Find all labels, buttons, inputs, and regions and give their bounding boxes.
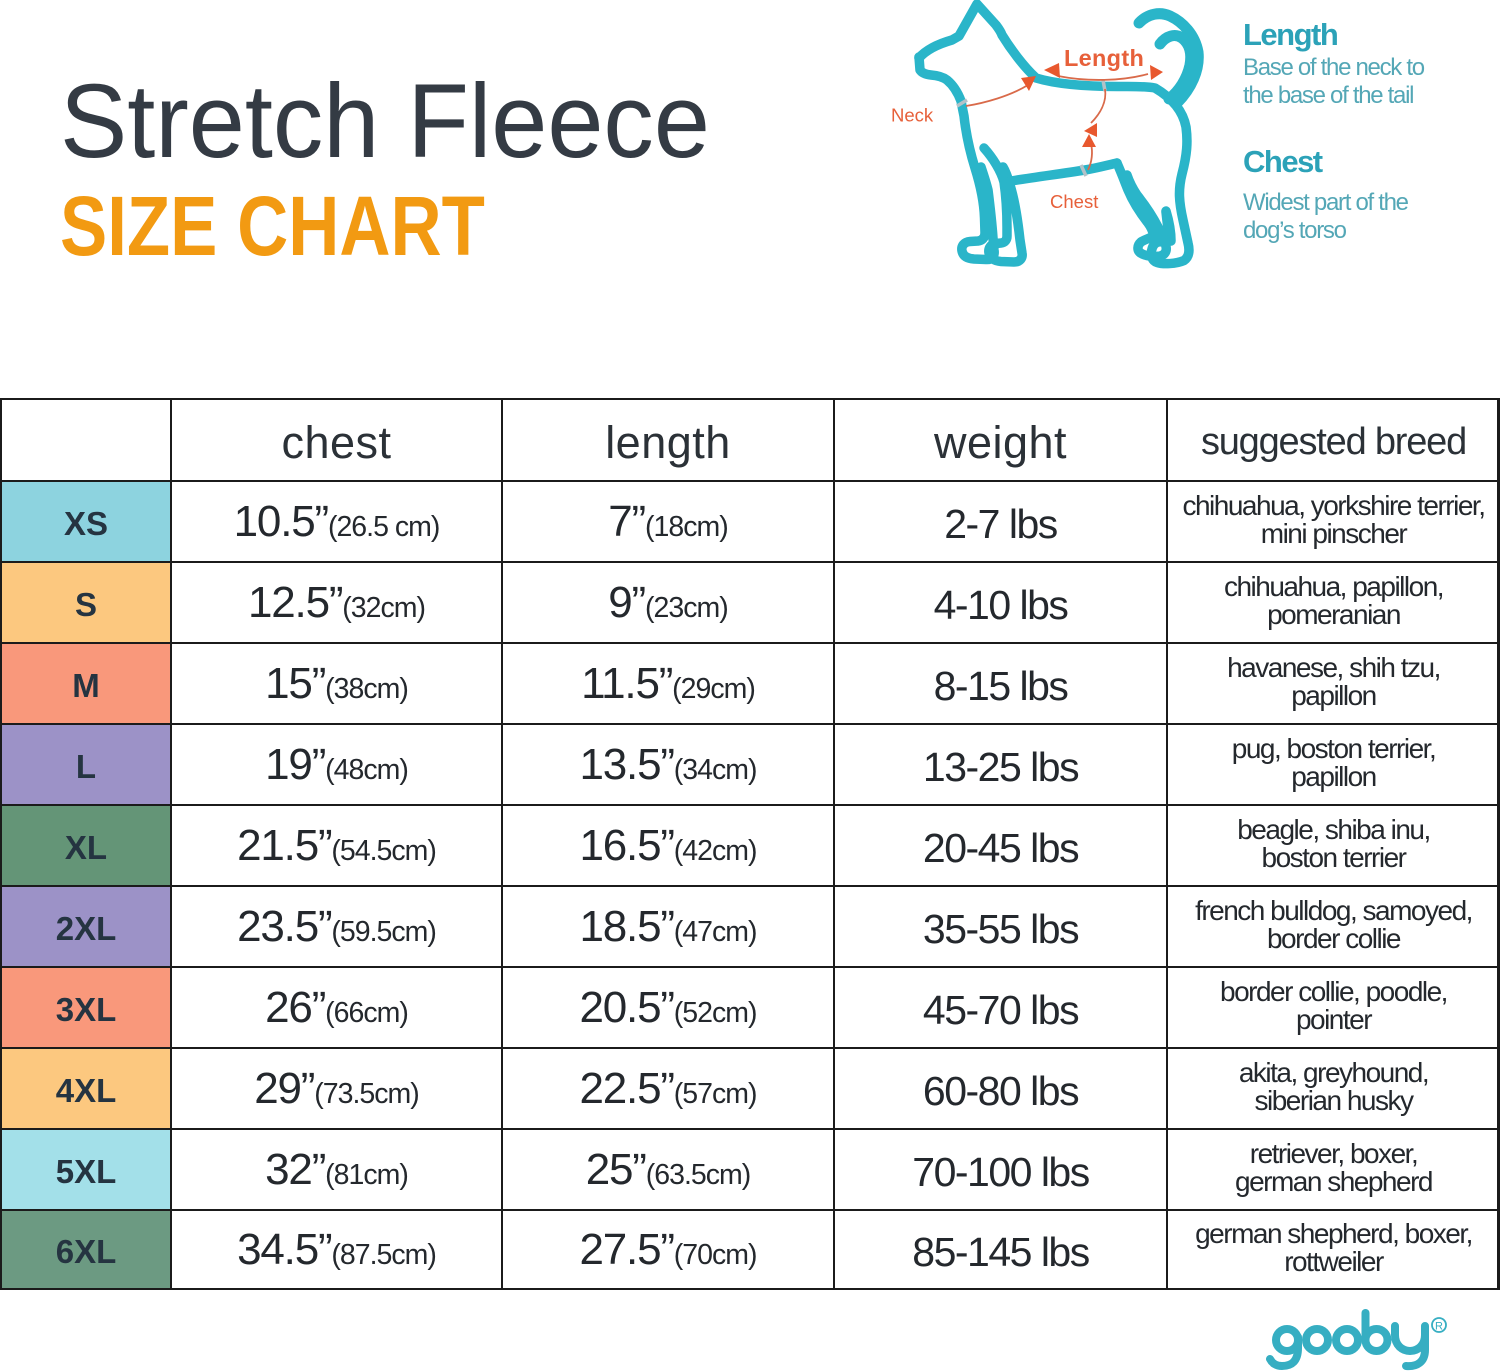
svg-text:Neck: Neck [891, 105, 934, 126]
svg-text:Chest: Chest [1050, 191, 1098, 212]
svg-text:Length: Length [1064, 45, 1144, 71]
svg-text:R: R [1435, 1321, 1443, 1333]
